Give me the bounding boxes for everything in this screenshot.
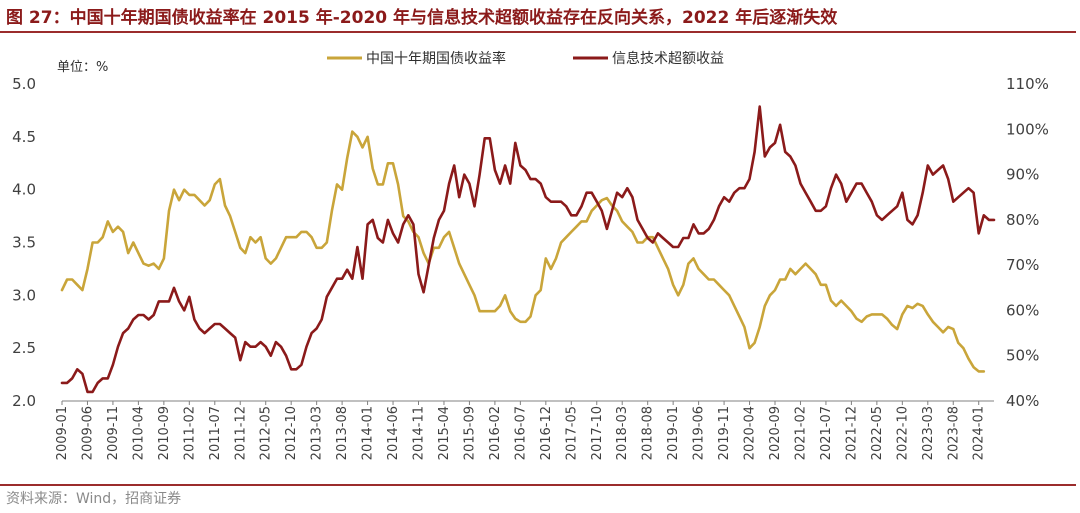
- y-left-tick-label: 3.5: [12, 234, 36, 252]
- x-tick-label: 2012-05: [259, 406, 274, 460]
- x-tick-label: 2013-08: [335, 406, 350, 460]
- series-line-bond-yield: [60, 130, 986, 373]
- x-tick-label: 2022-10: [895, 406, 910, 460]
- x-tick-label: 2023-03: [921, 406, 936, 460]
- x-tick-label: 2019-06: [692, 406, 707, 460]
- x-tick-label: 2014-06: [386, 406, 401, 460]
- x-tick-label: 2009-11: [106, 406, 121, 460]
- x-tick-label: 2015-09: [462, 406, 477, 460]
- x-tick-label: 2020-09: [768, 406, 783, 460]
- y-right-tick-label: 80%: [1006, 211, 1039, 229]
- x-tick-label: 2009-06: [80, 406, 95, 460]
- title-rule: [0, 31, 1076, 33]
- x-tick-label: 2011-02: [182, 406, 197, 460]
- x-tick-label: 2009-01: [55, 406, 70, 460]
- y-left-tick-label: 4.0: [12, 181, 36, 199]
- legend-label: 中国十年期国债收益率: [366, 50, 506, 67]
- x-tick-label: 2021-07: [819, 406, 834, 460]
- x-tick-label: 2012-10: [284, 406, 299, 460]
- x-tick-label: 2011-12: [233, 406, 248, 460]
- x-tick-label: 2013-03: [310, 406, 325, 460]
- y-left-tick-label: 5.0: [12, 75, 36, 93]
- x-tick-label: 2016-12: [539, 406, 554, 460]
- y-left-tick-label: 2.0: [12, 392, 36, 410]
- y-right-tick-label: 50%: [1006, 347, 1039, 365]
- y-right-tick-label: 90%: [1006, 166, 1039, 184]
- source-note: 资料来源：Wind，招商证券: [6, 491, 182, 507]
- x-tick-label: 2021-02: [793, 406, 808, 460]
- x-tick-label: 2015-04: [437, 406, 452, 460]
- x-tick-label: 2019-11: [717, 406, 732, 460]
- y-left-tick-label: 3.0: [12, 286, 36, 304]
- unit-label: 单位：%: [57, 60, 108, 75]
- y-left-tick-label: 2.5: [12, 339, 36, 357]
- legend: 中国十年期国债收益率 信息技术超额收益: [327, 50, 724, 67]
- y-right-tick-label: 110%: [1006, 75, 1049, 93]
- x-tick-label: 2021-12: [844, 406, 859, 460]
- x-tick-label: 2020-04: [743, 406, 758, 460]
- y-right-tick-label: 60%: [1006, 301, 1039, 319]
- axes: 单位：% 2.0 2.5 3.0 3.5 4.0 4.5 5.0 40% 50% 60% 70% 80%…: [12, 60, 1049, 460]
- x-tick-label: 2018-03: [615, 406, 630, 460]
- y-right-tick-label: 40%: [1006, 392, 1039, 410]
- x-tick-label: 2018-08: [641, 406, 656, 460]
- x-tick-label: 2017-05: [564, 406, 579, 460]
- source-rule: [0, 484, 1076, 486]
- legend-label: 信息技术超额收益: [612, 50, 724, 67]
- y-left-tick-label: 4.5: [12, 128, 36, 146]
- x-tick-label: 2014-01: [361, 406, 376, 460]
- x-tick-label: 2024-01: [972, 406, 987, 460]
- x-tick-label: 2010-09: [157, 406, 172, 460]
- x-tick-label: 2016-02: [488, 406, 503, 460]
- x-tick-label: 2023-08: [946, 406, 961, 460]
- x-tick-label: 2010-04: [131, 406, 146, 460]
- x-tick-label: 2017-10: [590, 406, 605, 460]
- x-tick-label: 2019-01: [666, 406, 681, 460]
- x-tick-label: 2011-07: [208, 406, 223, 460]
- series-line-excess-return: [60, 105, 996, 394]
- y-right-tick-label: 100%: [1006, 120, 1049, 138]
- x-tick-label: 2016-07: [513, 406, 528, 460]
- y-right-tick-label: 70%: [1006, 256, 1039, 274]
- chart-title: 图 27：中国十年期国债收益率在 2015 年-2020 年与信息技术超额收益存…: [6, 8, 838, 28]
- series-layer: [60, 105, 996, 394]
- x-tick-label: 2014-11: [412, 406, 427, 460]
- x-tick-label: 2022-05: [870, 406, 885, 460]
